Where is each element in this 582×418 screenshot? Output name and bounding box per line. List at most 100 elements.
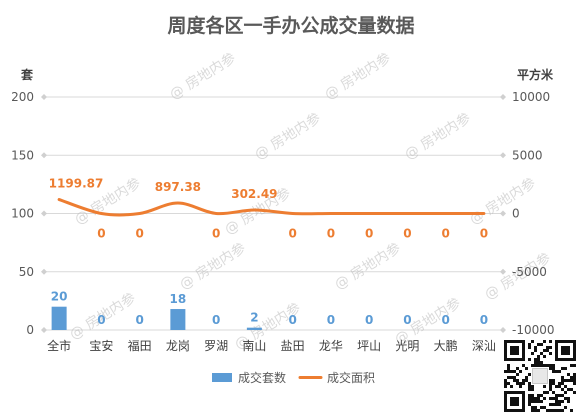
qr-module [555, 409, 558, 412]
qr-module [531, 364, 534, 367]
qr-module [513, 376, 516, 379]
bar-data-label: 20 [51, 290, 68, 304]
qr-module [543, 385, 546, 388]
bar-data-label: 0 [403, 313, 411, 327]
bar-data-label: 0 [288, 313, 296, 327]
qr-module [537, 364, 540, 367]
grid-marker-right [500, 327, 506, 333]
x-tick-label: 大鹏 [434, 339, 458, 353]
qr-module [546, 391, 549, 394]
qr-module [504, 385, 507, 388]
line-data-label: 302.49 [231, 187, 277, 201]
qr-module [531, 394, 534, 397]
qr-code-icon [504, 340, 576, 412]
qr-module [552, 382, 555, 385]
qr-module [528, 388, 531, 391]
qr-module [552, 367, 555, 370]
legend-label-line: 成交面积 [327, 370, 375, 385]
line-path [57, 198, 486, 217]
qr-module [552, 397, 555, 400]
bar [246, 327, 262, 330]
qr-module [546, 364, 549, 367]
qr-module [534, 409, 537, 412]
x-tick-label: 光明 [395, 339, 419, 353]
grid-marker-right [500, 210, 506, 217]
qr-module [543, 364, 546, 367]
qr-finder-core [510, 346, 519, 355]
qr-module [558, 409, 561, 412]
grid-marker-left [41, 268, 47, 275]
line-data-label: 0 [441, 227, 449, 241]
line-data-label: 0 [135, 227, 143, 241]
x-tick-label: 南山 [242, 338, 266, 353]
qr-module [561, 388, 564, 391]
line-data-label: 1199.87 [49, 177, 104, 191]
qr-module [555, 385, 558, 388]
qr-module [528, 346, 531, 349]
qr-module [528, 397, 531, 400]
qr-module [534, 400, 537, 403]
qr-module [540, 352, 543, 355]
qr-module [507, 370, 510, 373]
qr-module [540, 400, 543, 403]
qr-module [513, 370, 516, 373]
line-data-label: 0 [327, 227, 335, 241]
qr-module [522, 364, 525, 367]
qr-module [546, 349, 549, 352]
qr-module [531, 406, 534, 409]
qr-module [558, 403, 561, 406]
qr-module [531, 352, 534, 355]
qr-module [507, 367, 510, 370]
qr-center-logo [532, 368, 548, 384]
qr-module [528, 343, 531, 346]
qr-module [528, 358, 531, 361]
x-tick-label: 龙华 [319, 339, 343, 353]
qr-module [558, 400, 561, 403]
qr-module [534, 364, 537, 367]
watermark-text: @ 房地内参 [177, 239, 249, 293]
qr-module [561, 379, 564, 382]
chart-title: 周度各区一手办公成交量数据 [167, 14, 414, 37]
qr-module [528, 373, 531, 376]
qr-finder-core [561, 346, 570, 355]
x-tick-label: 坪山 [357, 339, 381, 353]
watermark-text: @ 房地内参 [322, 49, 394, 103]
qr-module [531, 388, 534, 391]
line-data-label: 0 [480, 227, 488, 241]
y-right-tick-label: 0 [512, 207, 520, 221]
qr-module [555, 370, 558, 373]
qr-module [573, 391, 576, 394]
qr-module [531, 385, 534, 388]
qr-module [555, 397, 558, 400]
right-axis-unit: 平方米 [517, 67, 554, 82]
qr-module [549, 388, 552, 391]
qr-module [567, 388, 570, 391]
qr-module [558, 370, 561, 373]
qr-module [552, 370, 555, 373]
line-data-label: 0 [365, 227, 373, 241]
qr-module [558, 382, 561, 385]
line-data-label: 0 [212, 227, 220, 241]
bar-data-label: 0 [135, 313, 143, 327]
qr-module [531, 340, 534, 343]
qr-module [570, 364, 573, 367]
qr-module [543, 406, 546, 409]
bar-data-label: 0 [365, 313, 373, 327]
bar-data-label: 0 [441, 313, 449, 327]
grid-marker-left [41, 327, 47, 333]
qr-module [573, 376, 576, 379]
watermark-text: @ 房地内参 [332, 239, 404, 293]
qr-module [528, 382, 531, 385]
x-tick-label: 宝安 [89, 338, 113, 353]
qr-module [528, 385, 531, 388]
qr-module [552, 379, 555, 382]
qr-module [558, 385, 561, 388]
qr-module [540, 361, 543, 364]
qr-module [540, 406, 543, 409]
qr-module [528, 400, 531, 403]
qr-module [510, 385, 513, 388]
qr-module [552, 403, 555, 406]
qr-module [546, 346, 549, 349]
x-tick-label: 龙岗 [166, 339, 190, 353]
qr-module [570, 376, 573, 379]
